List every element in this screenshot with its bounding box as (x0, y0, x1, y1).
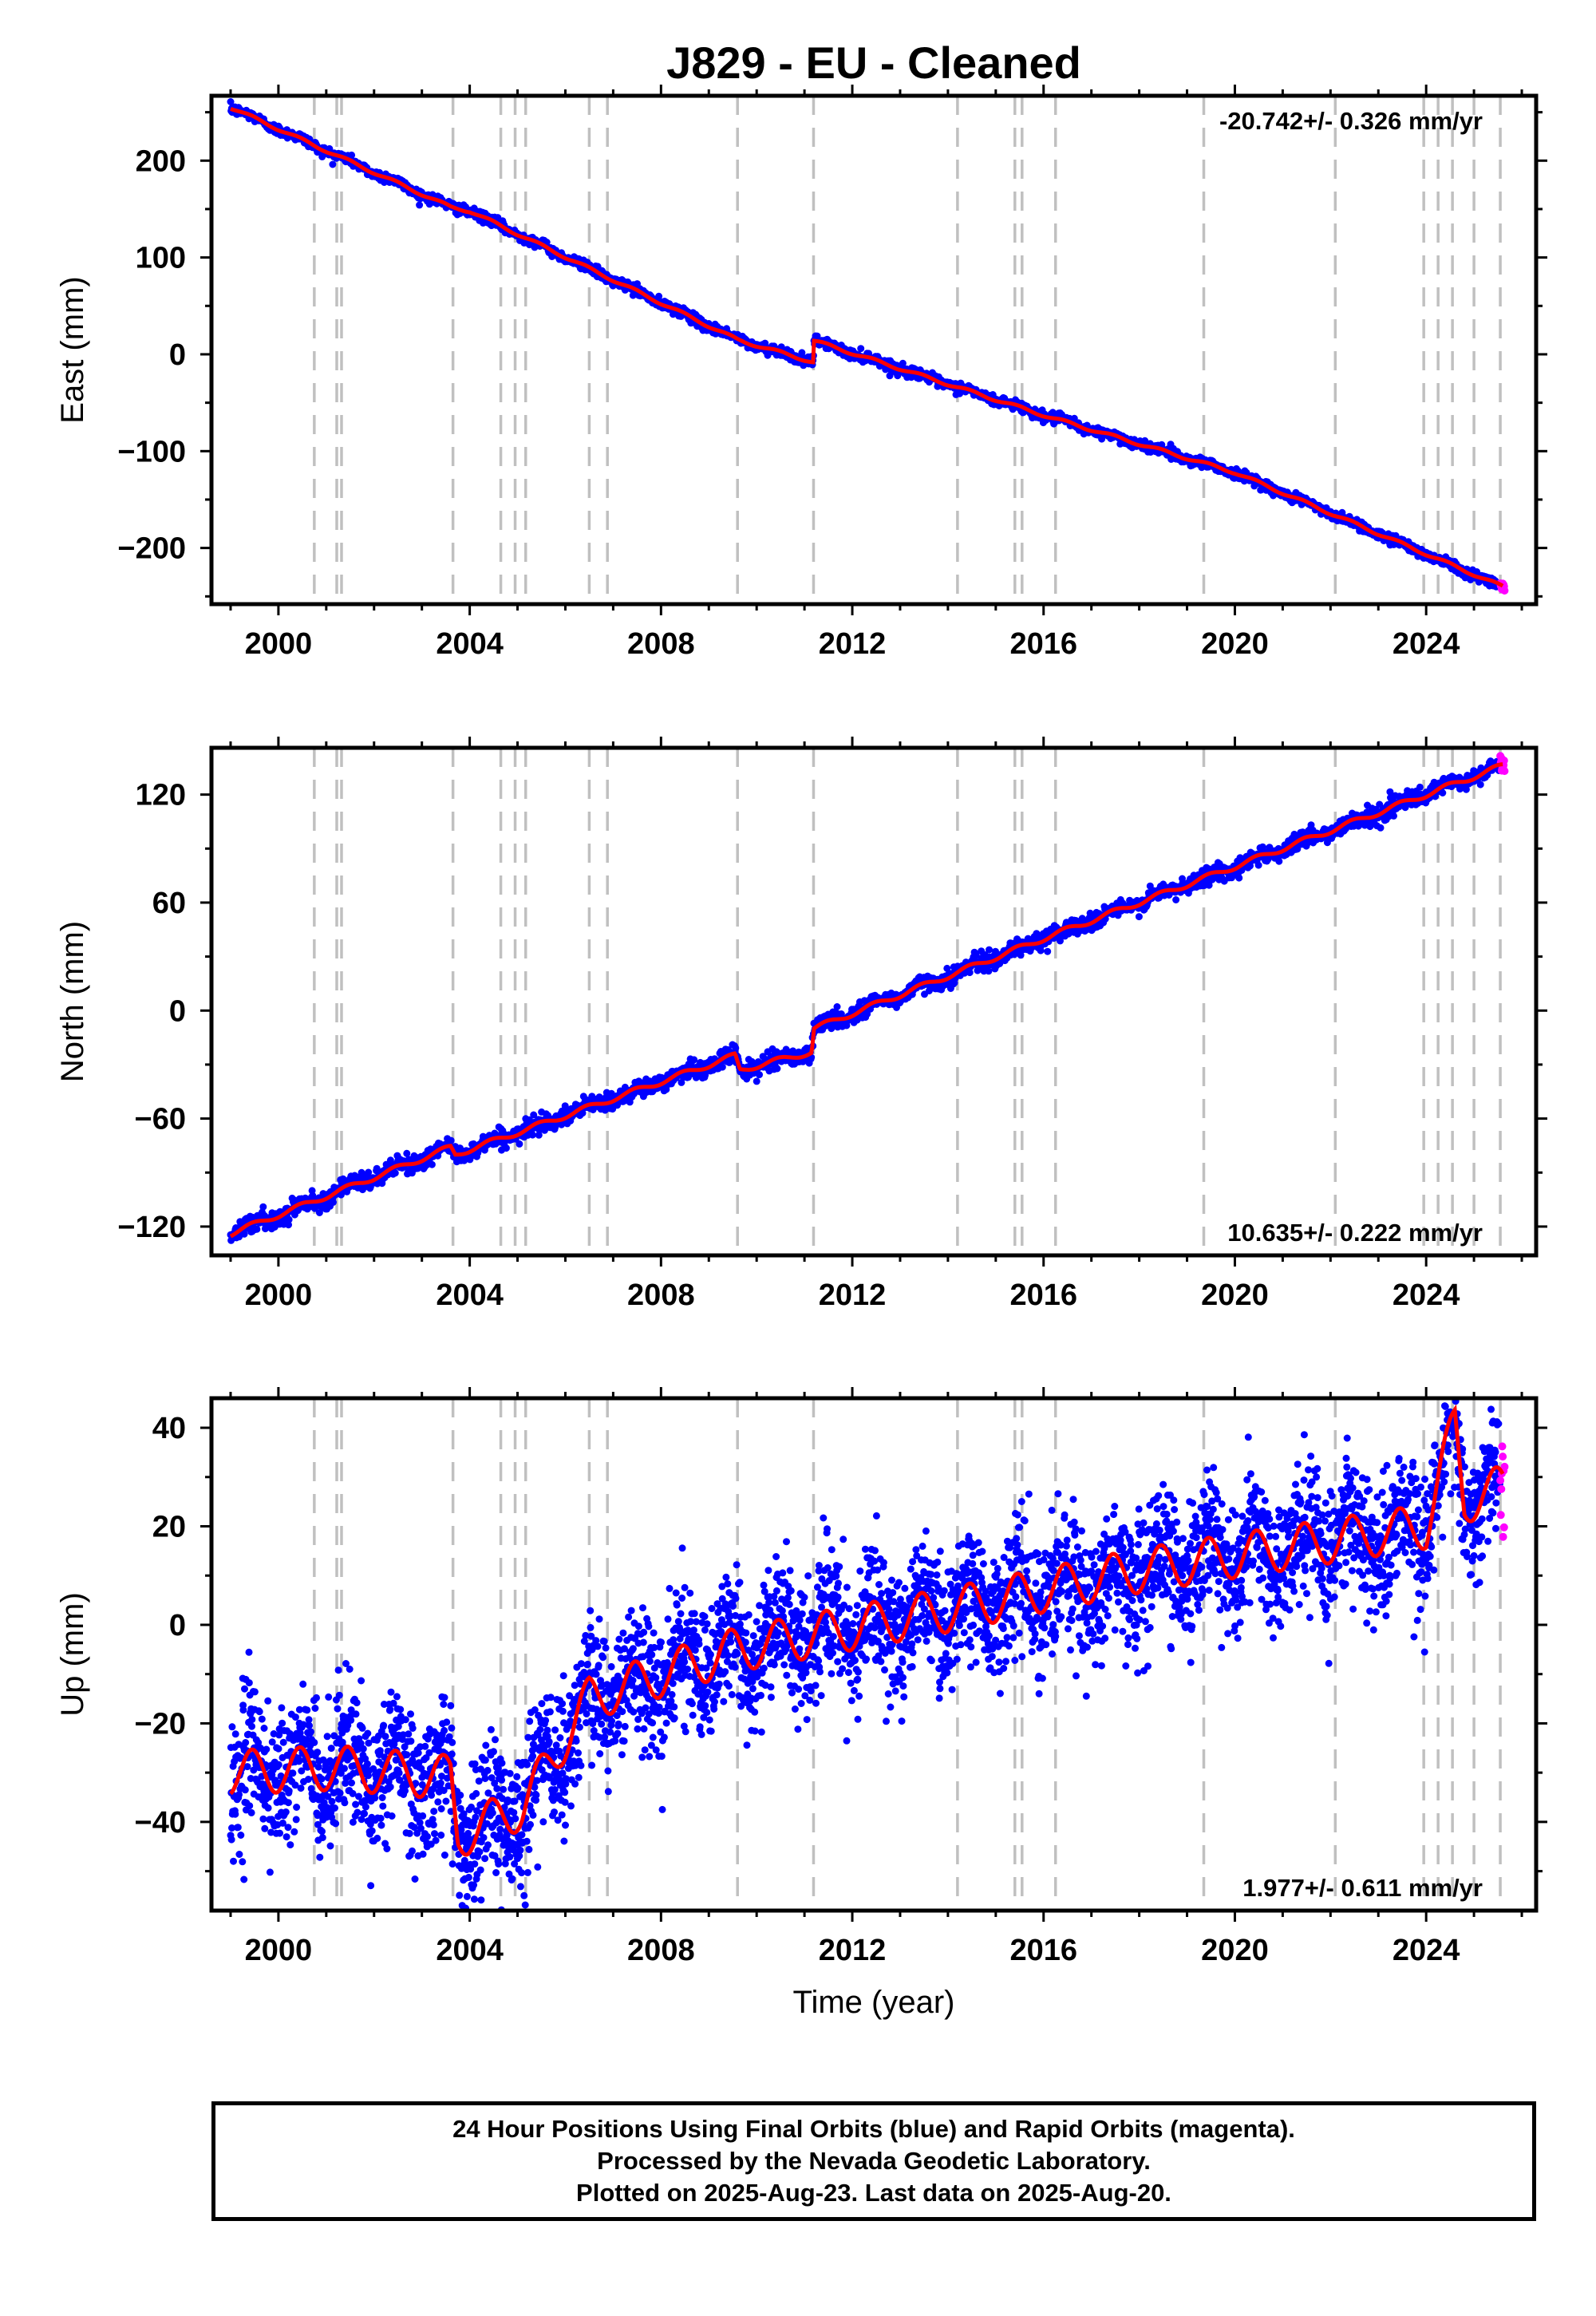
x-tick-label: 2020 (1201, 1279, 1269, 1312)
panel-up: 2000 2004 2008 2012 2016 2020 2024 −40 −20 0 20 40 U… (55, 1387, 1547, 2020)
x-tick-label: 2020 (1201, 627, 1269, 661)
points-final-up (227, 1398, 1509, 1911)
final-orbit-points (227, 98, 1504, 591)
y-tick-label: −100 (117, 435, 186, 468)
equipment-lines-north (313, 748, 1502, 1255)
rapid-orbit-points (1496, 752, 1509, 776)
y-tick-label: −120 (117, 1211, 186, 1244)
model-line-north (229, 762, 1503, 1239)
rate-label-north: 10.635+/- 0.222 mm/yr (1227, 1219, 1483, 1247)
footer-line-2: Processed by the Nevada Geodetic Laborat… (597, 2147, 1151, 2175)
x-tick-label: 2008 (627, 627, 695, 661)
final-orbit-points (227, 1398, 1504, 1911)
x-axis-east: 2000 2004 2008 2012 2016 2020 2024 (229, 85, 1523, 661)
x-tick-label: 2000 (245, 1279, 313, 1312)
points-final-east (227, 98, 1509, 595)
y-tick-label: 20 (152, 1511, 186, 1544)
x-axis-north: 2000 2004 2008 2012 2016 2020 2024 (229, 737, 1523, 1312)
y-tick-label: 120 (136, 779, 186, 812)
x-tick-label: 2008 (627, 1934, 695, 1967)
y-tick-label: 0 (169, 338, 186, 372)
panels: 2000 2004 2008 2012 2016 2020 2024−200−1000100… (55, 85, 1547, 2020)
model-line-east (230, 106, 1504, 588)
y-axis-east: −200 −100 0 100 200 (117, 111, 1547, 598)
figure-title: J829 - EU - Cleaned (666, 38, 1081, 88)
rate-label-up: 1.977+/- 0.611 mm/yr (1242, 1874, 1483, 1902)
footer-line-1: 24 Hour Positions Using Final Orbits (bl… (452, 2115, 1295, 2143)
x-tick-label: 2004 (436, 1934, 504, 1967)
y-axis-label-east: East (mm) (55, 276, 90, 423)
points-final-north (227, 752, 1509, 1244)
x-tick-label: 2016 (1009, 1279, 1077, 1312)
model-line-up (229, 1404, 1505, 1857)
y-tick-label: 200 (136, 144, 186, 178)
y-tick-label: −20 (135, 1707, 186, 1741)
y-tick-label: 40 (152, 1412, 186, 1445)
rapid-orbit-points (1496, 1442, 1509, 1541)
footer-line-3: Plotted on 2025-Aug-23. Last data on 202… (576, 2179, 1171, 2207)
x-tick-label: 2016 (1009, 627, 1077, 661)
y-tick-label: −40 (135, 1806, 186, 1840)
x-tick-label: 2016 (1009, 1934, 1077, 1967)
frame-east (209, 93, 1539, 607)
y-tick-label: 100 (136, 242, 186, 275)
y-axis-north: −120 −60 0 60 120 (117, 779, 1547, 1244)
frame-up (209, 1396, 1539, 1913)
x-axis-label: Time (year) (793, 1985, 955, 2020)
y-tick-label: 0 (169, 994, 186, 1028)
x-tick-label: 2020 (1201, 1934, 1269, 1967)
y-tick-label: −200 (117, 532, 186, 566)
rate-label-east: -20.742+/- 0.326 mm/yr (1219, 107, 1483, 135)
x-tick-label: 2008 (627, 1279, 695, 1312)
y-axis-label-north: North (mm) (55, 921, 90, 1082)
x-tick-label: 2000 (245, 627, 313, 661)
x-tick-label: 2024 (1393, 1934, 1460, 1967)
x-tick-label: 2012 (819, 1934, 887, 1967)
x-tick-label: 2004 (436, 1279, 504, 1312)
y-tick-label: 0 (169, 1609, 186, 1642)
x-tick-label: 2012 (819, 627, 887, 661)
x-tick-label: 2012 (819, 1279, 887, 1312)
y-tick-label: 60 (152, 887, 186, 920)
panel-east: 2000 2004 2008 2012 2016 2020 2024 −200 −100 0 100… (55, 85, 1547, 661)
x-tick-label: 2004 (436, 627, 504, 661)
y-axis-label-up: Up (mm) (55, 1592, 90, 1717)
y-axis-up: −40 −20 0 20 40 (135, 1412, 1547, 1873)
frame-north (209, 745, 1539, 1258)
y-tick-label: −60 (135, 1103, 186, 1136)
equipment-lines-east (313, 96, 1502, 604)
footer-box: 24 Hour Positions Using Final Orbits (bl… (211, 2101, 1536, 2221)
x-tick-label: 2024 (1393, 1279, 1460, 1312)
panel-north: 2000 2004 2008 2012 2016 2020 2024 −120 −60 0 60 12… (55, 737, 1547, 1312)
x-tick-label: 2024 (1393, 627, 1460, 661)
final-orbit-points (227, 757, 1504, 1244)
x-axis-up: 2000 2004 2008 2012 2016 2020 2024 (229, 1387, 1523, 1967)
x-tick-label: 2000 (245, 1934, 313, 1967)
